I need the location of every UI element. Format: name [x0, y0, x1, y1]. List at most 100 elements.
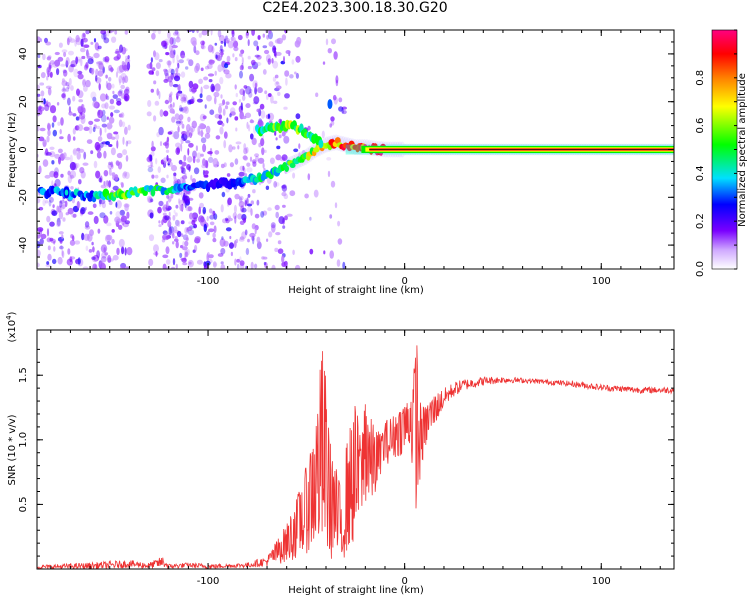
noise-speckle — [221, 191, 226, 198]
noise-speckle — [38, 206, 44, 211]
noise-speckle — [124, 203, 129, 212]
noise-speckle — [205, 65, 210, 70]
noise-speckle — [115, 211, 122, 218]
noise-speckle — [295, 72, 299, 79]
noise-speckle — [194, 236, 201, 242]
noise-speckle — [44, 104, 50, 112]
noise-speckle — [61, 204, 66, 210]
noise-speckle — [191, 218, 197, 223]
noise-speckle — [153, 115, 157, 122]
noise-speckle — [216, 55, 222, 62]
noise-speckle — [332, 94, 337, 101]
noise-speckle — [70, 64, 75, 68]
noise-speckle — [56, 221, 61, 228]
noise-speckle — [238, 171, 245, 177]
noise-speckle — [168, 226, 172, 235]
noise-speckle — [181, 161, 187, 167]
noise-speckle — [156, 88, 159, 96]
noise-speckle — [172, 214, 176, 221]
noise-speckle — [80, 47, 86, 53]
noise-speckle — [82, 33, 86, 38]
noise-speckle — [247, 65, 252, 70]
noise-speckle — [274, 81, 280, 87]
noise-speckle — [204, 104, 207, 109]
noise-speckle — [54, 153, 61, 159]
y-tick-label: 40 — [18, 48, 29, 61]
noise-speckle — [155, 70, 160, 77]
noise-speckle — [46, 228, 50, 237]
noise-speckle — [223, 38, 227, 47]
colorbar — [711, 29, 738, 270]
noise-speckle — [331, 38, 336, 45]
noise-speckle — [274, 74, 279, 79]
noise-speckle — [252, 101, 259, 105]
noise-speckle — [322, 61, 326, 65]
noise-speckle — [227, 215, 231, 219]
noise-speckle — [37, 106, 42, 111]
noise-speckle — [52, 115, 57, 123]
noise-speckle — [94, 118, 100, 122]
noise-speckle — [175, 240, 179, 249]
noise-speckle — [163, 142, 169, 146]
noise-speckle — [127, 55, 130, 60]
noise-speckle — [47, 87, 52, 96]
noise-speckle — [260, 211, 265, 218]
noise-speckle — [262, 210, 268, 216]
noise-speckle — [127, 124, 131, 131]
noise-speckle — [330, 180, 336, 188]
noise-speckle — [200, 67, 204, 72]
noise-speckle — [154, 100, 160, 106]
noise-speckle — [59, 128, 62, 135]
noise-speckle — [241, 57, 244, 65]
noise-speckle — [65, 57, 70, 66]
noise-speckle — [104, 56, 110, 63]
noise-speckle — [273, 47, 277, 51]
noise-speckle — [234, 193, 240, 200]
noise-speckle — [267, 93, 272, 98]
noise-speckle — [98, 60, 104, 66]
noise-speckle — [212, 237, 217, 243]
noise-speckle — [103, 150, 107, 159]
y-tick-label: 0.5 — [18, 496, 29, 512]
noise-speckle — [245, 103, 251, 109]
noise-speckle — [178, 114, 184, 121]
noise-speckle — [275, 137, 278, 141]
noise-speckle — [53, 240, 56, 245]
noise-speckle — [77, 116, 81, 121]
noise-speckle — [111, 83, 115, 89]
noise-speckle — [120, 112, 125, 118]
noise-speckle — [47, 123, 51, 131]
noise-speckle — [238, 195, 244, 201]
noise-speckle — [198, 78, 204, 85]
noise-speckle — [103, 170, 109, 177]
noise-speckle — [229, 235, 232, 240]
noise-speckle — [61, 234, 64, 239]
noise-speckle — [158, 59, 163, 63]
noise-speckle — [118, 238, 125, 248]
noise-speckle — [309, 216, 312, 221]
noise-speckle — [88, 120, 94, 125]
noise-speckle — [167, 159, 171, 165]
noise-speckle — [218, 105, 222, 114]
noise-speckle — [254, 213, 260, 219]
noise-speckle — [196, 158, 201, 163]
noise-speckle — [225, 217, 228, 222]
noise-speckle — [208, 59, 215, 65]
noise-speckle — [92, 203, 97, 209]
noise-speckle — [212, 210, 216, 216]
noise-speckle — [103, 31, 107, 41]
noise-speckle — [283, 135, 290, 143]
noise-speckle — [242, 155, 248, 160]
noise-speckle — [239, 65, 244, 71]
noise-speckle — [79, 167, 85, 174]
noise-speckle — [178, 198, 181, 204]
noise-speckle — [167, 220, 172, 228]
noise-speckle — [266, 34, 269, 40]
noise-speckle — [181, 246, 188, 251]
noise-speckle — [213, 225, 217, 233]
noise-speckle — [237, 213, 243, 220]
y-tick-label: 1.0 — [18, 432, 29, 448]
noise-speckle — [123, 203, 130, 208]
noise-speckle — [203, 264, 209, 269]
noise-speckle — [125, 55, 128, 60]
